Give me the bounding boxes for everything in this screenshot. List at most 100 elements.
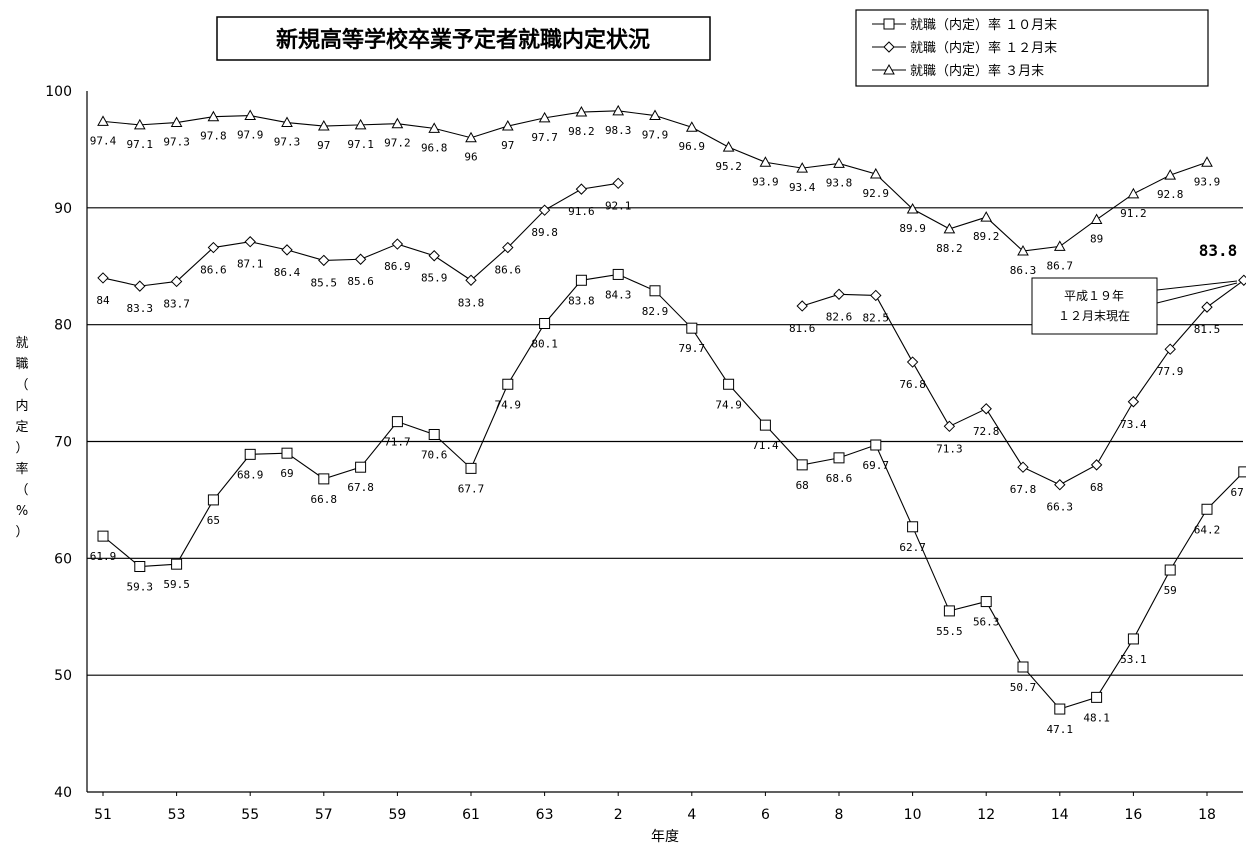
callout-line-2: １２月末現在: [1058, 309, 1130, 323]
point-triangle: [906, 202, 919, 214]
point-diamond: [1054, 479, 1066, 491]
x-tick-label: 63: [536, 807, 554, 823]
x-tick-label: 12: [977, 807, 995, 823]
point-triangle: [869, 167, 882, 179]
point-square: [171, 558, 183, 570]
x-tick-label: 18: [1198, 807, 1216, 823]
data-label: 97.1: [347, 138, 374, 151]
legend-label: 就職（内定）率 １２月末: [910, 40, 1057, 56]
point-diamond: [428, 250, 440, 262]
callout-box: [1031, 277, 1158, 335]
point-square: [649, 285, 661, 297]
point-diamond: [612, 177, 624, 190]
data-label: 86.4: [274, 266, 301, 279]
x-tick-label: 4: [687, 807, 696, 823]
y-axis-label-char: %: [16, 504, 28, 519]
point-triangle: [796, 162, 809, 173]
point-triangle: [575, 106, 588, 117]
x-tick-label: 6: [761, 807, 770, 823]
data-label: 84.3: [605, 288, 632, 301]
y-axis-label-char: ）: [15, 525, 28, 540]
point-square: [318, 473, 330, 485]
data-label: 92.8: [1157, 188, 1184, 201]
data-label: 85.5: [311, 276, 338, 289]
data-label: 59.5: [163, 578, 190, 591]
data-label: 47.1: [1047, 723, 1074, 736]
point-diamond: [883, 41, 895, 53]
data-label: 83.7: [163, 297, 190, 310]
point-triangle: [649, 109, 661, 121]
x-tick-label: 8: [835, 807, 844, 823]
data-label: 91.6: [568, 205, 595, 218]
point-square: [1201, 503, 1213, 515]
data-label: 97: [501, 139, 514, 152]
y-axis-label-char: 内: [15, 398, 28, 414]
legend-label: 就職（内定）率 ３月末: [910, 63, 1044, 79]
data-label: 74.9: [715, 398, 742, 411]
point-triangle: [244, 109, 257, 121]
point-triangle: [759, 156, 772, 167]
data-label: 89.8: [531, 226, 558, 239]
data-label: 55.5: [936, 625, 963, 638]
data-label: 67.8: [347, 481, 374, 494]
legend-box: [855, 9, 1209, 87]
data-label: 86.9: [384, 260, 411, 273]
point-diamond: [465, 274, 477, 286]
chart-title: 新規高等学校卒業予定者就職内定状況: [276, 27, 650, 53]
data-label: 92.1: [605, 199, 632, 212]
x-tick-label: 2: [614, 807, 623, 823]
data-label: 79.7: [679, 342, 706, 355]
data-label: 97.8: [200, 130, 227, 143]
data-label: 53.1: [1120, 653, 1147, 666]
point-diamond: [134, 280, 146, 292]
data-label: 84: [96, 294, 110, 307]
data-label: 87.1: [237, 258, 264, 271]
data-label: 85.6: [347, 275, 374, 288]
data-label: 89.2: [973, 230, 1000, 243]
point-square: [465, 462, 477, 474]
y-axis-label-char: 就: [15, 336, 28, 351]
point-diamond: [207, 241, 220, 254]
data-label: 93.8: [826, 176, 853, 189]
point-diamond: [870, 289, 882, 302]
point-triangle: [428, 122, 441, 133]
point-diamond: [97, 272, 109, 284]
data-label: 86.6: [495, 264, 522, 277]
x-axis-label: 年度: [651, 829, 679, 845]
callout-pointer-bottom: [1156, 282, 1238, 304]
point-triangle: [170, 116, 183, 128]
data-label: 69.7: [863, 459, 890, 472]
point-triangle: [833, 157, 845, 168]
point-triangle: [1090, 213, 1103, 225]
current-value-label: 83.8: [1199, 241, 1238, 260]
point-square: [207, 494, 219, 506]
title-box: [216, 16, 711, 61]
data-label: 97.4: [90, 134, 117, 147]
point-square: [428, 428, 440, 440]
y-tick-label: 80: [54, 318, 72, 334]
data-label: 71.3: [936, 442, 963, 455]
data-label: 98.2: [568, 125, 595, 138]
data-label: 88.2: [936, 242, 963, 255]
data-label: 68: [1090, 481, 1103, 494]
data-label: 73.4: [1120, 418, 1147, 431]
point-square: [244, 448, 256, 460]
data-label: 68: [796, 479, 809, 492]
data-label: 66.8: [311, 493, 338, 506]
y-tick-label: 40: [54, 785, 72, 801]
data-label: 96.8: [421, 141, 448, 154]
data-label: 67.8: [1010, 483, 1037, 496]
point-diamond: [502, 241, 514, 254]
point-square: [612, 268, 624, 280]
data-label: 92.9: [863, 187, 890, 200]
x-axis-ticks: 51 53 55 57 59 61 63 2 4 6 8 10 12 14 16 18: [94, 792, 1216, 823]
data-label: 67.7: [458, 482, 485, 495]
data-label: 97: [317, 139, 330, 152]
data-label: 77.9: [1157, 365, 1184, 378]
point-diamond: [1090, 459, 1103, 471]
point-square: [870, 439, 882, 451]
data-label: 81.5: [1194, 323, 1221, 336]
x-tick-label: 51: [94, 807, 112, 823]
